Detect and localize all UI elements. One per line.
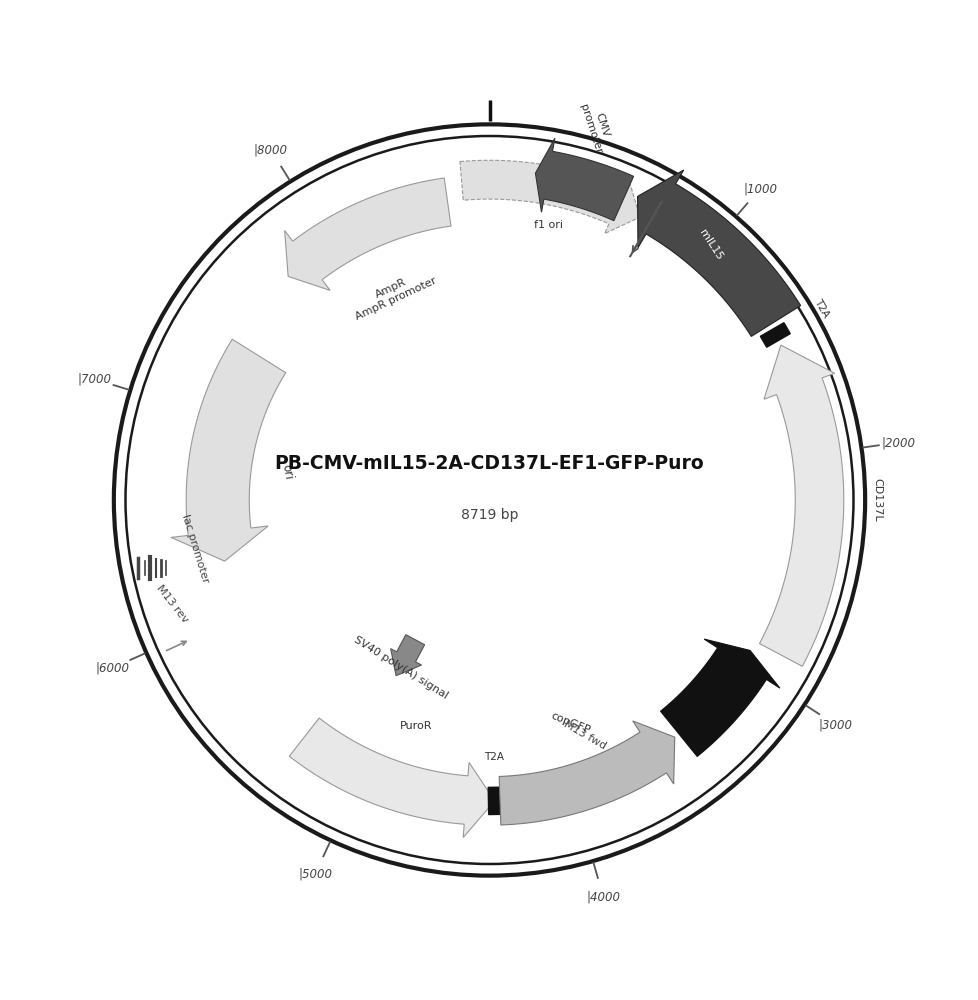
Text: PuroR: PuroR — [399, 721, 432, 731]
FancyArrow shape — [390, 635, 424, 676]
Text: T2A: T2A — [812, 297, 830, 319]
Polygon shape — [460, 160, 640, 234]
Text: |1000: |1000 — [742, 182, 777, 195]
Polygon shape — [289, 718, 494, 837]
Polygon shape — [285, 178, 451, 290]
Text: CD137L: CD137L — [871, 478, 882, 522]
Text: EF1: EF1 — [657, 645, 679, 667]
Text: f1 ori: f1 ori — [533, 220, 562, 230]
Text: ori: ori — [280, 463, 295, 480]
Text: copGFP: copGFP — [549, 711, 592, 736]
Polygon shape — [499, 721, 674, 825]
Text: lac promoter: lac promoter — [180, 513, 210, 584]
Text: mIL15: mIL15 — [697, 228, 724, 262]
Text: AmpR
AmpR promoter: AmpR AmpR promoter — [348, 265, 437, 322]
Polygon shape — [171, 339, 286, 561]
Text: |4000: |4000 — [586, 890, 620, 903]
Polygon shape — [660, 639, 779, 756]
Text: |6000: |6000 — [96, 661, 129, 674]
Polygon shape — [759, 345, 843, 666]
Polygon shape — [637, 170, 800, 336]
Text: M13 rev: M13 rev — [155, 583, 190, 625]
Text: 8719 bp: 8719 bp — [461, 508, 517, 522]
Text: PB-CMV-mIL15-2A-CD137L-EF1-GFP-Puro: PB-CMV-mIL15-2A-CD137L-EF1-GFP-Puro — [275, 454, 703, 473]
Text: |2000: |2000 — [880, 436, 914, 449]
Polygon shape — [535, 138, 633, 221]
Text: |3000: |3000 — [818, 718, 852, 731]
Text: |7000: |7000 — [78, 373, 111, 386]
Text: M13 fwd: M13 fwd — [561, 719, 607, 751]
Polygon shape — [488, 787, 501, 815]
Text: SV40 poly(A) signal: SV40 poly(A) signal — [351, 634, 449, 700]
Polygon shape — [760, 323, 789, 347]
Text: |5000: |5000 — [298, 867, 332, 880]
Text: |8000: |8000 — [253, 144, 288, 157]
Text: CMV
promoter: CMV promoter — [578, 99, 614, 155]
Text: T2A: T2A — [483, 752, 504, 762]
